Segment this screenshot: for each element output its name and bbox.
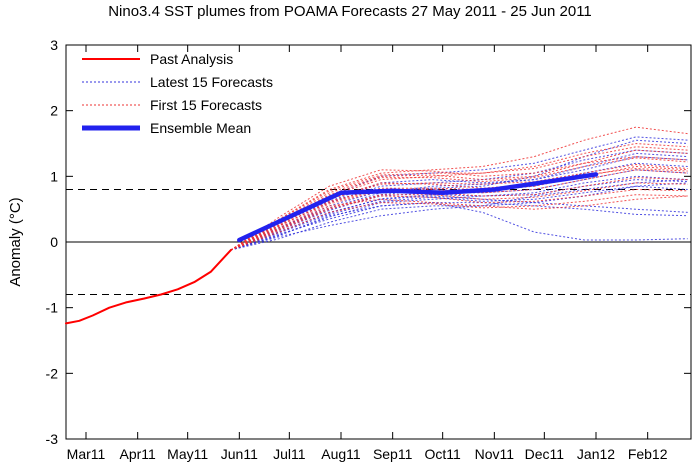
forecast-member-line xyxy=(230,156,688,251)
forecast-member-line xyxy=(230,177,688,251)
x-tick-label: Nov11 xyxy=(475,446,515,462)
forecast-member-line xyxy=(230,149,688,251)
x-tick-label: Jun11 xyxy=(221,446,258,462)
forecast-member-line xyxy=(230,182,688,251)
y-tick-label: -1 xyxy=(46,300,59,316)
x-axis: Mar11 Apr11 May11 Jun11 Jul11 Aug11 Sep11 Oct11… xyxy=(67,45,668,462)
ensemble-mean-line xyxy=(237,172,599,243)
y-tick-label: -2 xyxy=(46,365,59,381)
legend-label: Past Analysis xyxy=(150,51,233,67)
forecast-member-line xyxy=(230,175,688,251)
forecast-member-line xyxy=(230,195,688,251)
x-tick-label: Aug11 xyxy=(321,446,361,462)
forecast-member-line xyxy=(230,185,688,251)
y-tick-label: 0 xyxy=(50,234,58,250)
x-tick-label: Sep11 xyxy=(373,446,413,462)
forecast-member-line xyxy=(230,156,688,251)
forecast-member-line xyxy=(230,179,688,251)
forecast-member-line xyxy=(230,146,688,251)
legend-label: Ensemble Mean xyxy=(150,120,251,136)
x-tick-label: Feb12 xyxy=(628,446,668,462)
legend-label: First 15 Forecasts xyxy=(150,97,262,113)
x-tick-label: Jan12 xyxy=(577,446,615,462)
y-tick-label: -3 xyxy=(46,431,59,447)
x-tick-label: Mar11 xyxy=(67,446,106,462)
forecast-member-line xyxy=(230,139,688,251)
plot-area xyxy=(65,44,692,440)
x-tick-label: May11 xyxy=(167,446,208,462)
series-lines xyxy=(65,172,599,325)
legend: Past Analysis Latest 15 Forecasts First 15… xyxy=(82,51,273,136)
forecast-member-line xyxy=(230,163,688,251)
x-tick-label: Dec11 xyxy=(525,446,565,462)
forecast-member-line xyxy=(230,195,688,251)
first-forecasts-plume xyxy=(230,126,688,251)
y-axis: -3 -2 -1 0 1 2 3 xyxy=(46,37,691,447)
forecast-member-line xyxy=(230,179,688,251)
y-axis-label: Anomaly (°C) xyxy=(7,197,24,286)
forecast-member-line xyxy=(230,182,688,251)
forecast-member-line xyxy=(230,188,688,251)
legend-label: Latest 15 Forecasts xyxy=(150,74,273,90)
forecast-member-line xyxy=(230,167,688,251)
x-tick-label: Jul11 xyxy=(273,446,306,462)
y-tick-label: 3 xyxy=(50,37,58,53)
chart-title: Nino3.4 SST plumes from POAMA Forecasts … xyxy=(108,3,592,20)
y-tick-label: 1 xyxy=(50,168,58,184)
forecast-member-line xyxy=(230,136,688,251)
past-analysis-line xyxy=(65,248,232,325)
x-tick-label: Apr11 xyxy=(120,446,157,462)
x-tick-label: Oct11 xyxy=(425,446,462,462)
y-tick-label: 2 xyxy=(50,103,58,119)
forecast-member-line xyxy=(230,202,688,251)
forecast-member-line xyxy=(230,165,688,251)
